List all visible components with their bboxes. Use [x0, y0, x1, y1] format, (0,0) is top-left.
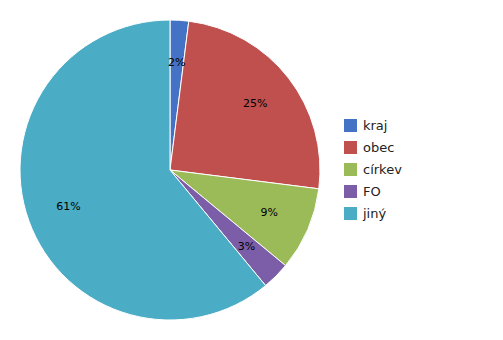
legend-label: kraj — [363, 118, 387, 133]
legend-label: obec — [363, 140, 394, 155]
legend-swatch — [344, 207, 357, 220]
legend-swatch — [344, 119, 357, 132]
chart: 2% 25% 9% 3% 61% kraj obec církev FO jiný — [0, 0, 503, 340]
data-label: 3% — [238, 240, 255, 253]
data-label: 25% — [243, 97, 267, 110]
legend-swatch — [344, 141, 357, 154]
legend-label: FO — [363, 184, 381, 199]
data-label: 2% — [168, 56, 185, 69]
data-labels: 2% 25% 9% 3% 61% — [56, 56, 278, 253]
pie-slice — [170, 21, 320, 189]
legend-swatch — [344, 163, 357, 176]
pie-slice — [20, 20, 266, 320]
data-label: 61% — [56, 200, 80, 213]
legend: kraj obec církev FO jiný — [344, 118, 402, 221]
legend-label: církev — [363, 162, 402, 177]
legend-label: jiný — [362, 206, 386, 221]
pie — [20, 20, 320, 320]
data-label: 9% — [260, 206, 277, 219]
legend-swatch — [344, 185, 357, 198]
